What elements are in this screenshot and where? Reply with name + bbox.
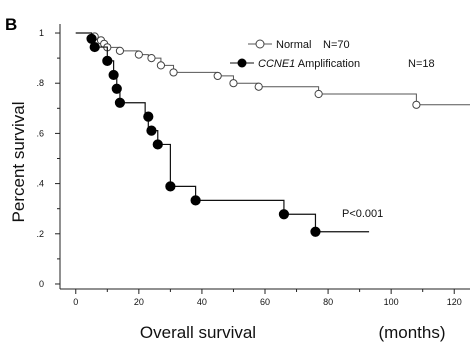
y-tick-label: .2: [36, 229, 44, 239]
legend-n-ccne1: N=18: [408, 58, 435, 70]
series-point: [229, 79, 238, 88]
y-ticks: 0 .2 .4 .6 .8 1: [36, 28, 60, 289]
x-tick-label: 60: [260, 297, 270, 307]
legend-label-ccne1: CCNE1 Amplification: [258, 58, 360, 70]
series-point: [114, 97, 126, 108]
y-tick-label: 1: [39, 28, 44, 38]
series-point: [412, 100, 421, 109]
x-tick-label: 120: [447, 297, 462, 307]
x-axis-title: Overall survival: [140, 323, 256, 342]
p-value-annotation: P<0.001: [342, 208, 383, 220]
series-point: [254, 82, 263, 91]
x-ticks: 0 20 40 60 80 100 120: [73, 289, 462, 307]
y-tick-label: .6: [36, 128, 44, 138]
legend-label-ccne1-italic: CCNE1: [258, 58, 295, 70]
series-point: [115, 46, 125, 55]
legend-n-normal: N=70: [323, 39, 350, 51]
legend-marker-ccne1: [237, 58, 247, 68]
legend-item-normal: Normal N=70: [248, 39, 350, 51]
panel-label: B: [5, 15, 17, 34]
x-tick-label: 40: [197, 297, 207, 307]
x-tick-label: 100: [384, 297, 399, 307]
x-tick-label: 80: [323, 297, 333, 307]
series-point: [102, 55, 113, 66]
legend-label-ccne1-rest: Amplification: [295, 58, 360, 70]
series-point: [314, 89, 323, 99]
series-point: [108, 69, 119, 81]
series-point: [278, 209, 290, 220]
survival-curves: [75, 32, 470, 237]
series-point: [169, 68, 178, 77]
legend: Normal N=70 CCNE1 Amplification N=18: [230, 39, 435, 70]
y-axis-title: Percent survival: [9, 102, 28, 223]
series-ccne1: [75, 32, 370, 237]
series-point: [165, 181, 176, 192]
x-axis-unit: (months): [378, 323, 445, 342]
legend-label-normal: Normal: [276, 39, 311, 51]
series-point: [147, 54, 156, 63]
x-tick-label: 20: [134, 297, 144, 307]
series-point: [152, 139, 163, 150]
series-point: [134, 50, 143, 59]
series-point: [146, 125, 157, 136]
series-point: [213, 71, 222, 81]
series-point: [89, 41, 100, 53]
legend-item-ccne1: CCNE1 Amplification N=18: [230, 58, 435, 70]
series-point: [310, 226, 321, 237]
series-point: [156, 61, 166, 70]
y-tick-label: .8: [36, 78, 44, 88]
series-normal: [75, 32, 470, 109]
x-tick-label: 0: [73, 297, 78, 307]
series-point: [143, 111, 154, 122]
legend-marker-normal: [255, 39, 265, 49]
y-tick-label: .4: [36, 179, 44, 189]
y-tick-label: 0: [39, 279, 44, 289]
series-point: [111, 83, 122, 94]
series-point: [190, 195, 201, 206]
